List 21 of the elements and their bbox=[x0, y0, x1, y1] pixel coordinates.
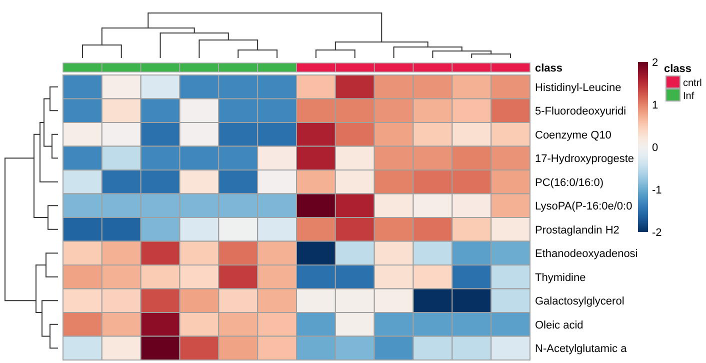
color-bar-label: 0 bbox=[652, 142, 658, 154]
y-tick-label: PC(16:0/16:0) bbox=[535, 176, 604, 189]
y-tick-label: N-Acetylglutamic a bbox=[535, 343, 628, 356]
y-tick-label: Oleic acid bbox=[535, 319, 584, 332]
y-tick-label: 17-Hydroxyprogeste bbox=[535, 153, 634, 166]
y-tick-label: Ethanodeoxyadenosi bbox=[535, 248, 638, 260]
y-tick-label: class bbox=[535, 62, 563, 74]
color-bar-label: -1 bbox=[652, 184, 662, 196]
y-tick-label: Coenzyme Q10 bbox=[535, 129, 612, 142]
color-bar-label: 1 bbox=[652, 100, 658, 112]
y-tick-label: LysoPA(P-16:0e/0:0 bbox=[535, 200, 632, 213]
color-bar-label: 2 bbox=[652, 57, 658, 69]
text: cntrl bbox=[683, 78, 702, 89]
y-tick-label: Prostaglandin H2 bbox=[535, 224, 620, 236]
text: Inf bbox=[683, 91, 694, 102]
y-tick-label: 5-Fluorodeoxyuridi bbox=[535, 106, 626, 118]
y-tick-label: Histidinyl-Leucine bbox=[535, 82, 622, 94]
y-tick-label: Thymidine bbox=[535, 272, 586, 284]
color-bar-label: -2 bbox=[652, 227, 662, 239]
legend-title: class bbox=[664, 63, 692, 75]
y-tick-label: Galactosylglycerol bbox=[535, 296, 624, 308]
